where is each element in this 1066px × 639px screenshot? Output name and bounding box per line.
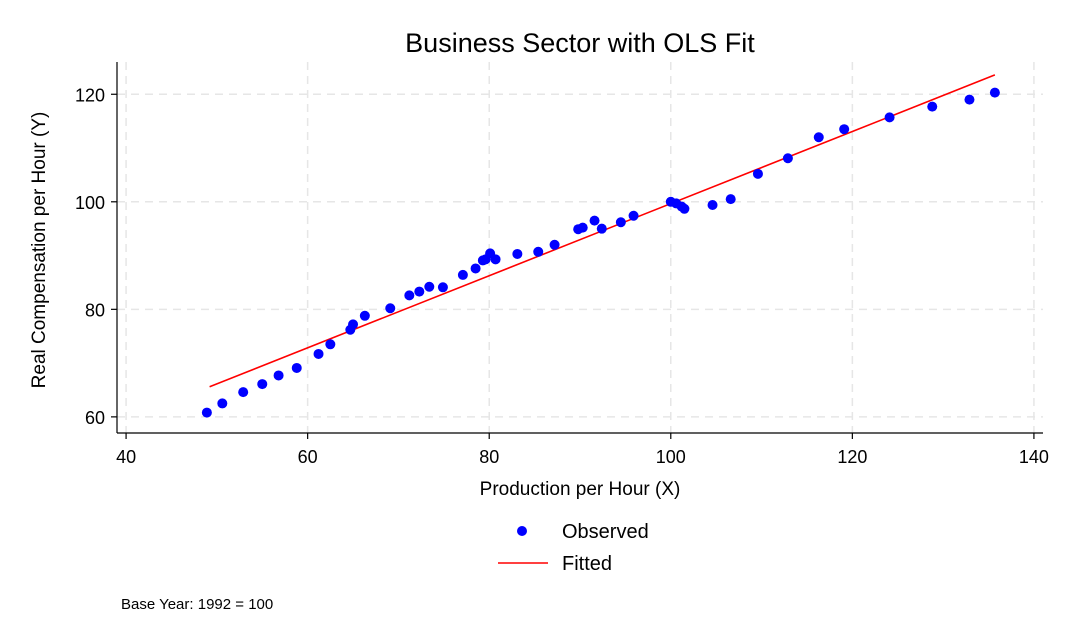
observed-point (490, 254, 501, 265)
observed-point (725, 194, 736, 205)
observed-point (217, 398, 228, 409)
x-tick-label: 120 (837, 447, 867, 467)
legend-fitted-label: Fitted (562, 553, 612, 575)
observed-point (437, 282, 448, 293)
observed-point (577, 222, 588, 233)
y-tick-label: 120 (75, 85, 105, 105)
observed-point (752, 168, 763, 179)
observed-point (404, 290, 415, 301)
observed-point (813, 132, 824, 143)
observed-point (385, 303, 396, 314)
observed-point (884, 112, 895, 123)
observed-point (238, 387, 249, 398)
observed-point (615, 217, 626, 228)
grid-lines (117, 62, 1043, 433)
observed-point (257, 379, 268, 390)
observed-series (201, 87, 1000, 418)
legend-observed-marker (517, 526, 527, 536)
observed-point (414, 286, 425, 297)
observed-point (424, 281, 435, 292)
legend: Observed Fitted (498, 521, 649, 575)
observed-point (273, 370, 284, 381)
x-tick-label: 80 (479, 447, 499, 467)
x-tick-label: 40 (116, 447, 136, 467)
observed-point (679, 203, 690, 214)
legend-observed-label: Observed (562, 521, 649, 543)
x-tick-label: 60 (298, 447, 318, 467)
observed-point (457, 269, 468, 280)
observed-point (470, 263, 481, 274)
observed-point (313, 348, 324, 359)
observed-point (512, 248, 523, 259)
y-tick-label: 60 (85, 408, 105, 428)
observed-point (707, 200, 718, 211)
y-axis-label: Real Compensation per Hour (Y) (29, 112, 50, 389)
axis-ticks: 40 60 80 100 120 140 60 80 100 120 (75, 85, 1049, 467)
chart-title: Business Sector with OLS Fit (405, 28, 755, 58)
observed-point (964, 94, 975, 105)
observed-point (533, 246, 544, 257)
observed-point (348, 319, 359, 330)
observed-point (549, 239, 560, 250)
observed-point (839, 124, 850, 135)
x-tick-label: 100 (656, 447, 686, 467)
observed-point (596, 223, 607, 234)
observed-point (291, 362, 302, 373)
observed-point (325, 339, 336, 350)
x-axis-label: Production per Hour (X) (480, 479, 681, 500)
y-tick-label: 80 (85, 300, 105, 320)
observed-point (359, 310, 370, 321)
chart-note: Base Year: 1992 = 100 (121, 596, 273, 613)
observed-point (927, 101, 938, 112)
observed-point (628, 210, 639, 221)
y-tick-label: 100 (75, 193, 105, 213)
x-tick-label: 140 (1019, 447, 1049, 467)
observed-point (989, 87, 1000, 98)
observed-point (589, 215, 600, 226)
observed-point (782, 153, 793, 164)
observed-point (201, 407, 212, 418)
